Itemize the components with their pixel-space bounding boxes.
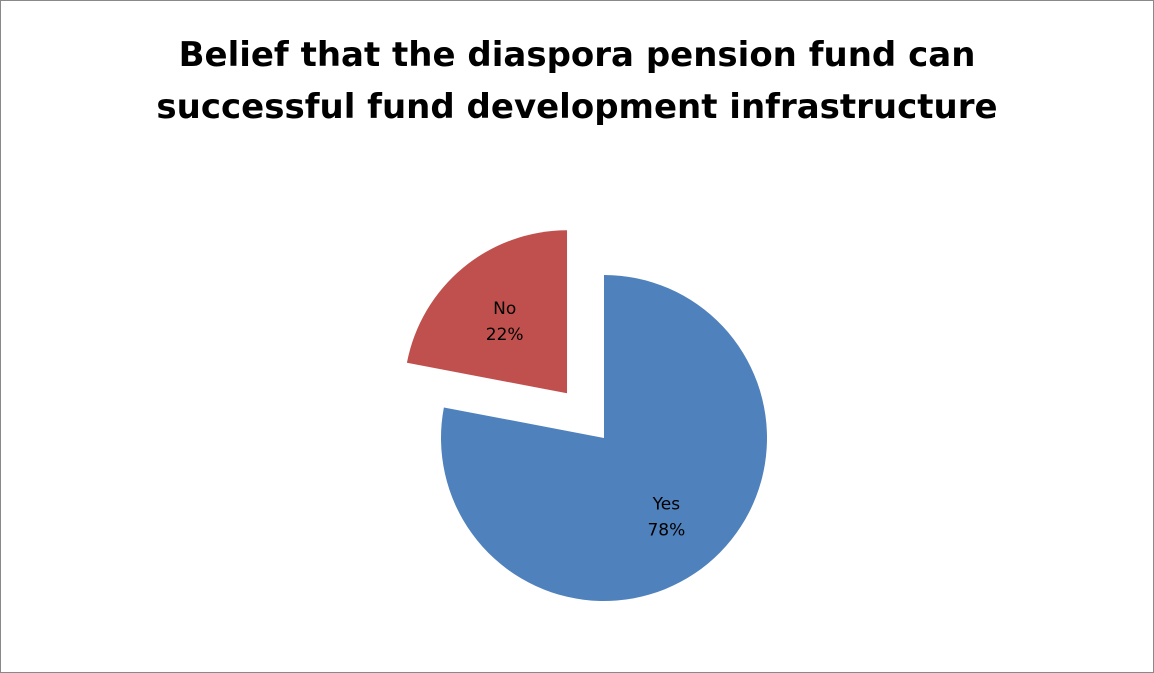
- slice-label-no-value: 22%: [486, 325, 524, 345]
- slice-label-yes-value: 78%: [647, 520, 685, 540]
- slice-label-yes-name: Yes: [652, 494, 681, 514]
- pie-slice-no: [406, 230, 568, 394]
- chart-title-line-1: Belief that the diaspora pension fund ca…: [178, 35, 976, 75]
- chart-title-line-2: successful fund development infrastructu…: [156, 87, 998, 127]
- pie-slice-yes: [441, 275, 767, 601]
- chart-title: Belief that the diaspora pension fund ca…: [1, 29, 1153, 133]
- slice-label-no-name: No: [493, 299, 516, 319]
